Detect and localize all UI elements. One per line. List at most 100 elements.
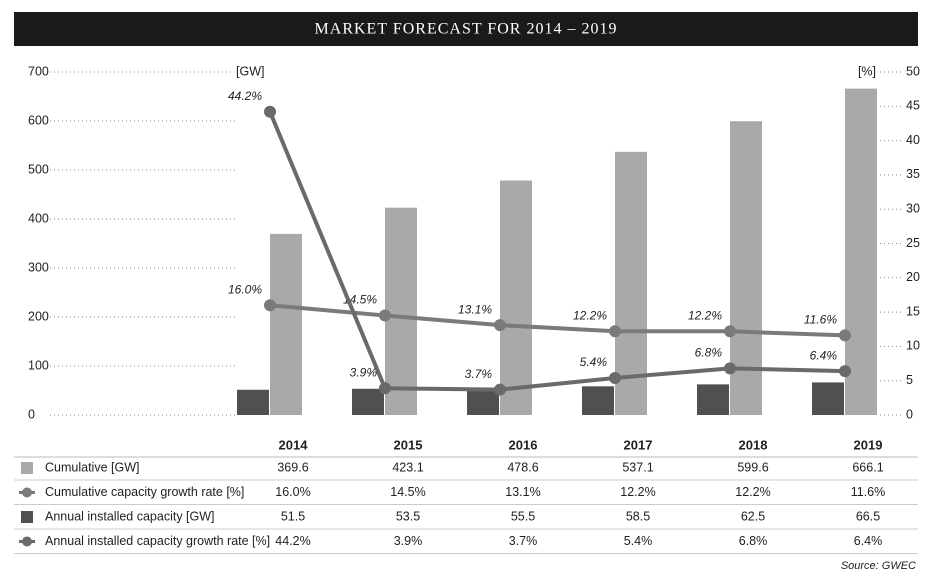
legend-icon bbox=[21, 511, 33, 523]
table-cell: 44.2% bbox=[275, 534, 310, 548]
source: Source: GWEC bbox=[841, 560, 916, 572]
table-cell: 3.9% bbox=[394, 534, 423, 548]
bar bbox=[812, 382, 844, 415]
y2-tick-label: 5 bbox=[906, 373, 913, 387]
table-cell: 6.8% bbox=[739, 534, 768, 548]
bar bbox=[697, 384, 729, 415]
table-cell: 51.5 bbox=[281, 509, 305, 523]
table-cell: 537.1 bbox=[622, 460, 653, 474]
y2-tick-label: 45 bbox=[906, 99, 920, 113]
y2-tick-label: 50 bbox=[906, 64, 920, 78]
bar bbox=[500, 180, 532, 415]
line bbox=[269, 303, 846, 338]
point bbox=[379, 382, 391, 395]
table-cell: 11.6% bbox=[851, 485, 886, 499]
data-label: 5.4% bbox=[580, 355, 608, 369]
table-cell: 3.7% bbox=[509, 534, 538, 548]
point bbox=[264, 299, 276, 312]
y2-tick-label: 0 bbox=[906, 407, 913, 421]
y-tick-label: 100 bbox=[28, 358, 49, 372]
y-tick-label: 500 bbox=[28, 162, 49, 176]
table-cell: 369.6 bbox=[277, 460, 308, 474]
legend-label: Cumulative [GW] bbox=[45, 460, 139, 474]
data-label: 12.2% bbox=[573, 308, 607, 322]
point bbox=[379, 309, 391, 322]
bar bbox=[615, 151, 647, 416]
legend-label: Annual installed capacity growth rate [%… bbox=[45, 534, 270, 548]
legend-icon bbox=[21, 462, 33, 474]
y-tick-label: 200 bbox=[28, 309, 49, 323]
point bbox=[609, 371, 621, 384]
y2-tick-label: 20 bbox=[906, 270, 920, 284]
point bbox=[264, 105, 276, 118]
bar bbox=[237, 389, 269, 415]
y-axis-label: [GW] bbox=[236, 64, 264, 78]
line bbox=[268, 111, 846, 392]
table-header: 2017 bbox=[624, 437, 653, 452]
y-tick-label: 400 bbox=[28, 211, 49, 225]
data-label: 3.7% bbox=[465, 367, 493, 381]
data-label: 11.6% bbox=[804, 313, 837, 327]
point bbox=[724, 362, 736, 375]
table-cell: 62.5 bbox=[741, 509, 765, 523]
y2-tick-label: 25 bbox=[906, 236, 920, 250]
table-cell: 12.2% bbox=[735, 485, 770, 499]
point bbox=[494, 319, 506, 332]
y2-tick-label: 30 bbox=[906, 201, 920, 215]
table-cell: 666.1 bbox=[852, 460, 883, 474]
table-cell: 12.2% bbox=[620, 485, 655, 499]
table-header: 2015 bbox=[394, 437, 423, 452]
legend-icon bbox=[22, 536, 32, 547]
chart-title: MARKET FORECAST FOR 2014 – 2019 bbox=[315, 21, 618, 38]
point bbox=[839, 365, 851, 378]
data-label: 16.0% bbox=[228, 282, 262, 296]
table-cell: 5.4% bbox=[624, 534, 653, 548]
y2-axis-label: [%] bbox=[858, 64, 876, 78]
table-cell: 423.1 bbox=[392, 460, 423, 474]
table-cell: 58.5 bbox=[626, 509, 650, 523]
table-cell: 478.6 bbox=[507, 460, 538, 474]
point bbox=[494, 383, 506, 396]
data-label: 12.2% bbox=[688, 308, 722, 322]
y-tick-label: 600 bbox=[28, 113, 49, 127]
bar bbox=[385, 207, 417, 415]
y-tick-label: 700 bbox=[28, 64, 49, 78]
table-cell: 55.5 bbox=[511, 509, 535, 523]
data-label: 13.1% bbox=[458, 302, 492, 316]
point bbox=[724, 325, 736, 338]
data-label: 3.9% bbox=[350, 365, 378, 379]
data-label: 6.8% bbox=[695, 346, 723, 360]
y2-tick-label: 40 bbox=[906, 133, 920, 147]
point bbox=[609, 325, 621, 338]
y2-tick-label: 15 bbox=[906, 304, 920, 318]
bar bbox=[270, 233, 302, 415]
table-header: 2016 bbox=[509, 437, 538, 452]
legend-label: Annual installed capacity [GW] bbox=[45, 509, 215, 523]
table-cell: 6.4% bbox=[854, 534, 883, 548]
table-header: 2019 bbox=[854, 437, 883, 452]
legend-icon bbox=[22, 487, 32, 498]
y-tick-label: 0 bbox=[28, 407, 35, 421]
bar bbox=[845, 88, 877, 416]
data-label: 44.2% bbox=[228, 89, 262, 103]
title-bar bbox=[14, 12, 918, 46]
y2-tick-label: 10 bbox=[906, 339, 920, 353]
table-cell: 13.1% bbox=[505, 485, 540, 499]
table-header: 2018 bbox=[739, 437, 768, 452]
bar bbox=[352, 388, 384, 415]
y-tick-label: 300 bbox=[28, 260, 49, 274]
bar bbox=[582, 386, 614, 415]
table-cell: 53.5 bbox=[396, 509, 420, 523]
table-header: 2014 bbox=[279, 437, 309, 452]
legend-label: Cumulative capacity growth rate [%] bbox=[45, 485, 244, 499]
bar bbox=[467, 387, 499, 415]
table-cell: 14.5% bbox=[390, 485, 425, 499]
y2-tick-label: 35 bbox=[906, 167, 920, 181]
table-cell: 599.6 bbox=[737, 460, 768, 474]
data-label: 6.4% bbox=[810, 348, 838, 362]
table-cell: 66.5 bbox=[856, 509, 880, 523]
point bbox=[839, 329, 851, 342]
table-cell: 16.0% bbox=[275, 485, 310, 499]
